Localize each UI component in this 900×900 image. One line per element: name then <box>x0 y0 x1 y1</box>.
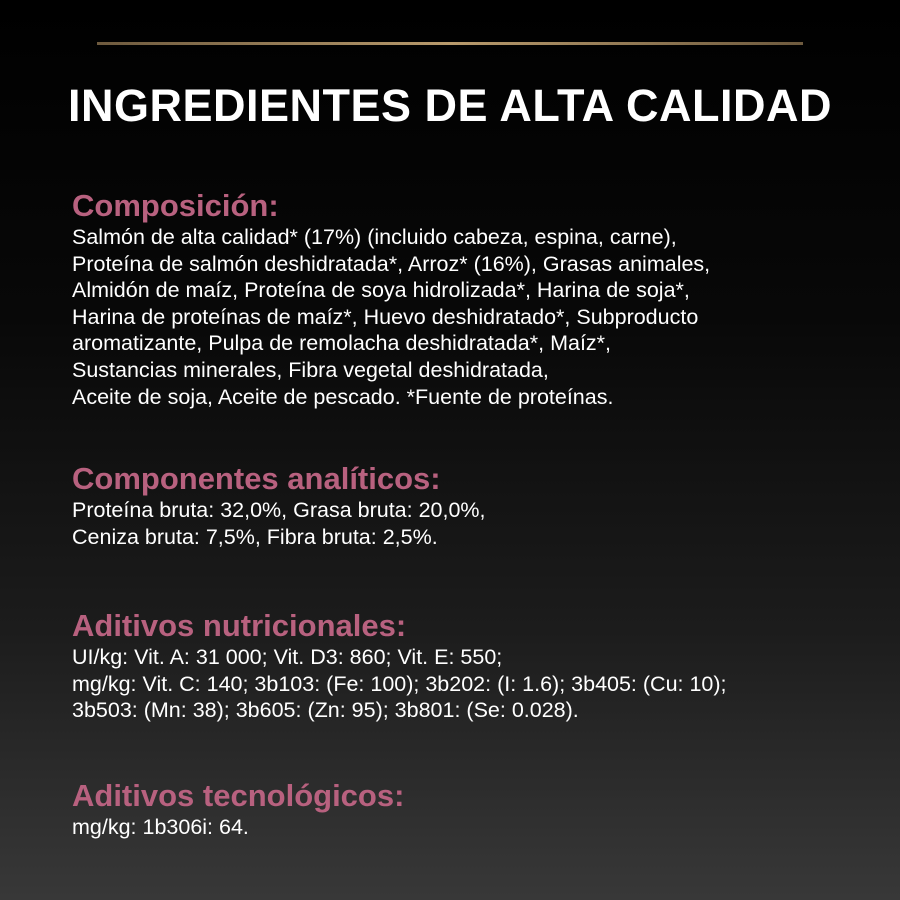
text-line: Ceniza bruta: 7,5%, Fibra bruta: 2,5%. <box>72 524 438 549</box>
text-line: UI/kg: Vit. A: 31 000; Vit. D3: 860; Vit… <box>72 645 503 669</box>
gold-divider <box>97 42 803 45</box>
text-line: Aceite de soja, Aceite de pescado. *Fuen… <box>72 384 614 409</box>
section-heading: Aditivos nutricionales: <box>72 608 407 643</box>
text-line: Proteína bruta: 32,0%, Grasa bruta: 20,0… <box>72 498 486 522</box>
text-line: mg/kg: 1b306i: 64. <box>72 815 249 839</box>
section-componentes-analiticos: Componentes analíticos: Proteína bruta: … <box>72 461 872 550</box>
text-line: aromatizante, Pulpa de remolacha deshidr… <box>72 331 612 356</box>
text-line: 3b503: (Mn: 38); 3b605: (Zn: 95); 3b801:… <box>72 698 579 723</box>
page-title: INGREDIENTES DE ALTA CALIDAD <box>68 80 832 131</box>
section-heading: Aditivos tecnológicos: <box>72 778 405 813</box>
section-aditivos-nutricionales: Aditivos nutricionales: UI/kg: Vit. A: 3… <box>72 608 872 724</box>
text-line: mg/kg: Vit. C: 140; 3b103: (Fe: 100); 3b… <box>72 671 727 696</box>
section-aditivos-tecnologicos: Aditivos tecnológicos: mg/kg: 1b306i: 64… <box>72 778 872 841</box>
text-line: Salmón de alta calidad* (17%) (incluido … <box>72 225 677 249</box>
text-line: Harina de proteínas de maíz*, Huevo desh… <box>72 304 699 329</box>
text-line: Proteína de salmón deshidratada*, Arroz*… <box>72 251 711 276</box>
text-line: Almidón de maíz, Proteína de soya hidrol… <box>72 278 690 303</box>
section-heading: Composición: <box>72 188 279 223</box>
section-composicion: Composición: Salmón de alta calidad* (17… <box>72 188 872 410</box>
text-line: Sustancias minerales, Fibra vegetal desh… <box>72 357 549 382</box>
section-heading: Componentes analíticos: <box>72 461 441 496</box>
